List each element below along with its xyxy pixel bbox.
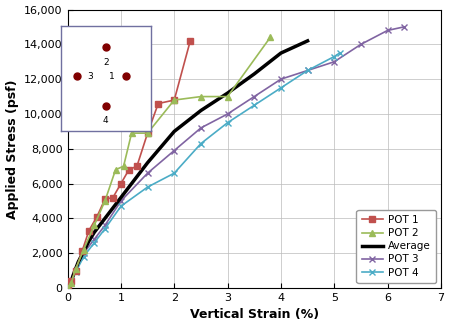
POT 1 — [126, 168, 131, 172]
Average — [97, 223, 102, 227]
POT 4 — [252, 103, 257, 107]
Text: 1: 1 — [109, 72, 115, 81]
Text: 4: 4 — [103, 116, 108, 125]
Y-axis label: Applied Stress (psf): Applied Stress (psf) — [5, 79, 18, 218]
Average — [65, 286, 70, 290]
Line: POT 1: POT 1 — [65, 38, 193, 291]
POT 4 — [145, 185, 150, 189]
POT 4 — [118, 204, 124, 208]
POT 1 — [69, 279, 74, 283]
POT 4 — [81, 255, 86, 259]
POT 3 — [225, 112, 230, 116]
POT 2 — [145, 131, 150, 135]
POT 3 — [198, 126, 203, 130]
POT 1 — [171, 98, 177, 102]
POT 1 — [134, 164, 140, 168]
POT 3 — [401, 25, 406, 29]
Average — [81, 250, 86, 253]
Average — [225, 91, 230, 95]
Average — [171, 129, 177, 133]
POT 4 — [278, 86, 284, 90]
POT 4 — [198, 142, 203, 146]
POT 1 — [110, 196, 116, 199]
POT 2 — [171, 98, 177, 102]
POT 3 — [69, 281, 74, 285]
POT 3 — [332, 60, 337, 64]
POT 3 — [81, 251, 86, 255]
POT 1 — [145, 131, 150, 135]
POT 2 — [69, 281, 74, 285]
POT 2 — [113, 168, 118, 172]
POT 1 — [73, 269, 78, 273]
Average — [113, 202, 118, 206]
POT 4 — [73, 270, 78, 274]
POT 3 — [252, 95, 257, 98]
POT 2 — [198, 95, 203, 98]
POT 2 — [73, 267, 78, 271]
POT 2 — [65, 286, 70, 290]
POT 4 — [225, 121, 230, 125]
Line: POT 4: POT 4 — [65, 50, 342, 291]
POT 3 — [91, 237, 97, 241]
POT 4 — [305, 69, 310, 73]
POT 2 — [268, 35, 273, 39]
POT 3 — [171, 148, 177, 152]
POT 4 — [65, 286, 70, 290]
Average — [102, 216, 108, 220]
POT 1 — [188, 39, 193, 43]
POT 3 — [102, 223, 108, 227]
Average — [252, 72, 257, 76]
POT 1 — [102, 197, 108, 201]
Average — [278, 51, 284, 55]
POT 3 — [305, 69, 310, 73]
X-axis label: Vertical Strain (%): Vertical Strain (%) — [190, 308, 319, 321]
Average — [76, 260, 81, 264]
POT 2 — [121, 164, 126, 168]
POT 2 — [102, 199, 108, 203]
Line: POT 2: POT 2 — [65, 35, 273, 291]
POT 1 — [65, 286, 70, 290]
POT 4 — [69, 281, 74, 285]
POT 3 — [385, 28, 390, 32]
Average — [91, 230, 97, 234]
Text: 2: 2 — [103, 58, 108, 67]
Average — [129, 181, 134, 185]
POT 3 — [358, 43, 364, 46]
POT 1 — [156, 102, 161, 106]
POT 4 — [332, 55, 337, 59]
POT 3 — [118, 199, 124, 203]
POT 2 — [81, 248, 86, 252]
POT 1 — [118, 181, 124, 185]
Average — [305, 39, 310, 43]
Average — [70, 274, 76, 278]
Average — [68, 283, 73, 286]
POT 1 — [79, 250, 85, 253]
Legend: POT 1, POT 2, Average, POT 3, POT 4: POT 1, POT 2, Average, POT 3, POT 4 — [356, 210, 436, 283]
Average — [198, 109, 203, 112]
POT 2 — [225, 95, 230, 98]
Average — [108, 210, 113, 214]
Average — [86, 239, 92, 243]
POT 1 — [86, 229, 92, 232]
POT 4 — [91, 241, 97, 245]
POT 4 — [102, 227, 108, 231]
POT 2 — [129, 131, 134, 135]
Average — [118, 196, 124, 199]
Line: POT 3: POT 3 — [65, 24, 406, 291]
POT 3 — [65, 286, 70, 290]
Line: Average: Average — [68, 41, 307, 288]
POT 1 — [94, 215, 99, 219]
POT 3 — [73, 269, 78, 273]
POT 4 — [337, 51, 342, 55]
Text: 3: 3 — [88, 72, 94, 81]
POT 3 — [278, 77, 284, 81]
Average — [145, 161, 150, 165]
POT 4 — [171, 171, 177, 175]
POT 2 — [91, 223, 97, 227]
POT 3 — [145, 171, 150, 175]
